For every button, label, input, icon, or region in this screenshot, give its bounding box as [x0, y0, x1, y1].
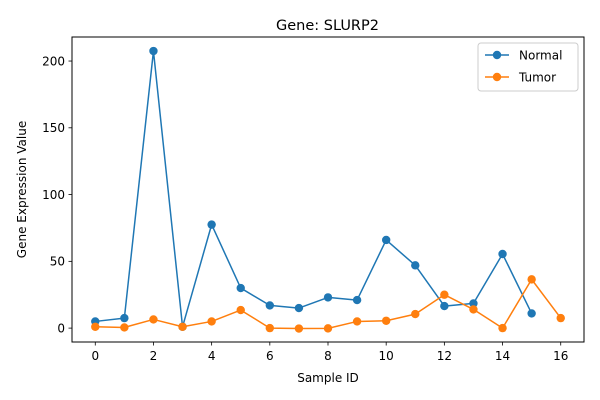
data-point-normal	[352, 295, 362, 305]
data-point-tumor	[236, 305, 245, 315]
data-point-tumor	[265, 323, 275, 333]
y-tick-label: 150	[42, 121, 65, 135]
data-point-tumor	[498, 323, 507, 333]
x-tick-label: 16	[553, 349, 568, 363]
data-point-tumor	[352, 317, 362, 326]
data-point-tumor	[294, 324, 304, 333]
y-tick-label: 50	[50, 255, 65, 269]
data-point-normal	[527, 309, 536, 318]
x-tick-label: 6	[266, 349, 274, 363]
y-axis: 0 50 100 150 200	[42, 54, 72, 335]
x-axis-label: Sample ID	[297, 371, 359, 385]
x-tick-label: 14	[495, 349, 510, 363]
chart-title: Gene: SLURP2	[276, 18, 379, 34]
data-point-normal	[440, 301, 449, 311]
series-line-normal	[95, 50, 533, 328]
data-point-normal	[149, 46, 158, 56]
data-point-tumor	[323, 324, 333, 333]
data-point-tumor	[527, 275, 536, 284]
x-tick-label: 12	[437, 349, 452, 363]
plot-area	[91, 46, 565, 333]
data-point-normal	[381, 235, 391, 245]
data-point-normal	[265, 301, 275, 310]
legend: Normal Tumor	[477, 42, 579, 92]
y-tick-label: 100	[42, 188, 65, 202]
data-point-normal	[294, 303, 304, 313]
data-point-tumor	[381, 316, 391, 325]
data-point-normal	[236, 283, 245, 293]
data-point-tumor	[178, 322, 187, 331]
data-point-tumor	[91, 322, 100, 331]
data-point-normal	[411, 261, 420, 270]
data-point-tumor	[469, 305, 478, 314]
x-axis: 0 2 4 6 8 10 12 14 16	[91, 342, 568, 363]
x-tick-label: 10	[379, 349, 394, 363]
data-point-normal	[120, 313, 129, 323]
data-point-normal	[323, 293, 333, 302]
data-point-tumor	[207, 317, 216, 326]
data-point-normal	[207, 220, 216, 229]
x-tick-label: 2	[150, 349, 158, 363]
data-point-normal	[469, 299, 478, 308]
y-tick-label: 0	[57, 321, 65, 335]
x-tick-label: 4	[208, 349, 216, 363]
x-tick-label: 0	[91, 349, 99, 363]
data-point-tumor	[411, 309, 420, 319]
data-point-normal	[498, 249, 507, 259]
x-tick-label: 8	[324, 349, 332, 363]
y-tick-label: 200	[42, 54, 65, 68]
data-point-tumor	[440, 290, 449, 299]
legend-label: Tumor	[518, 70, 556, 84]
legend-swatch-marker	[492, 72, 502, 82]
data-point-tumor	[149, 315, 158, 324]
data-point-tumor	[556, 313, 565, 323]
legend-label: Normal	[519, 48, 562, 62]
data-point-tumor	[120, 323, 129, 332]
y-axis-label: Gene Expression Value	[15, 121, 29, 258]
legend-swatch-marker	[492, 50, 502, 60]
